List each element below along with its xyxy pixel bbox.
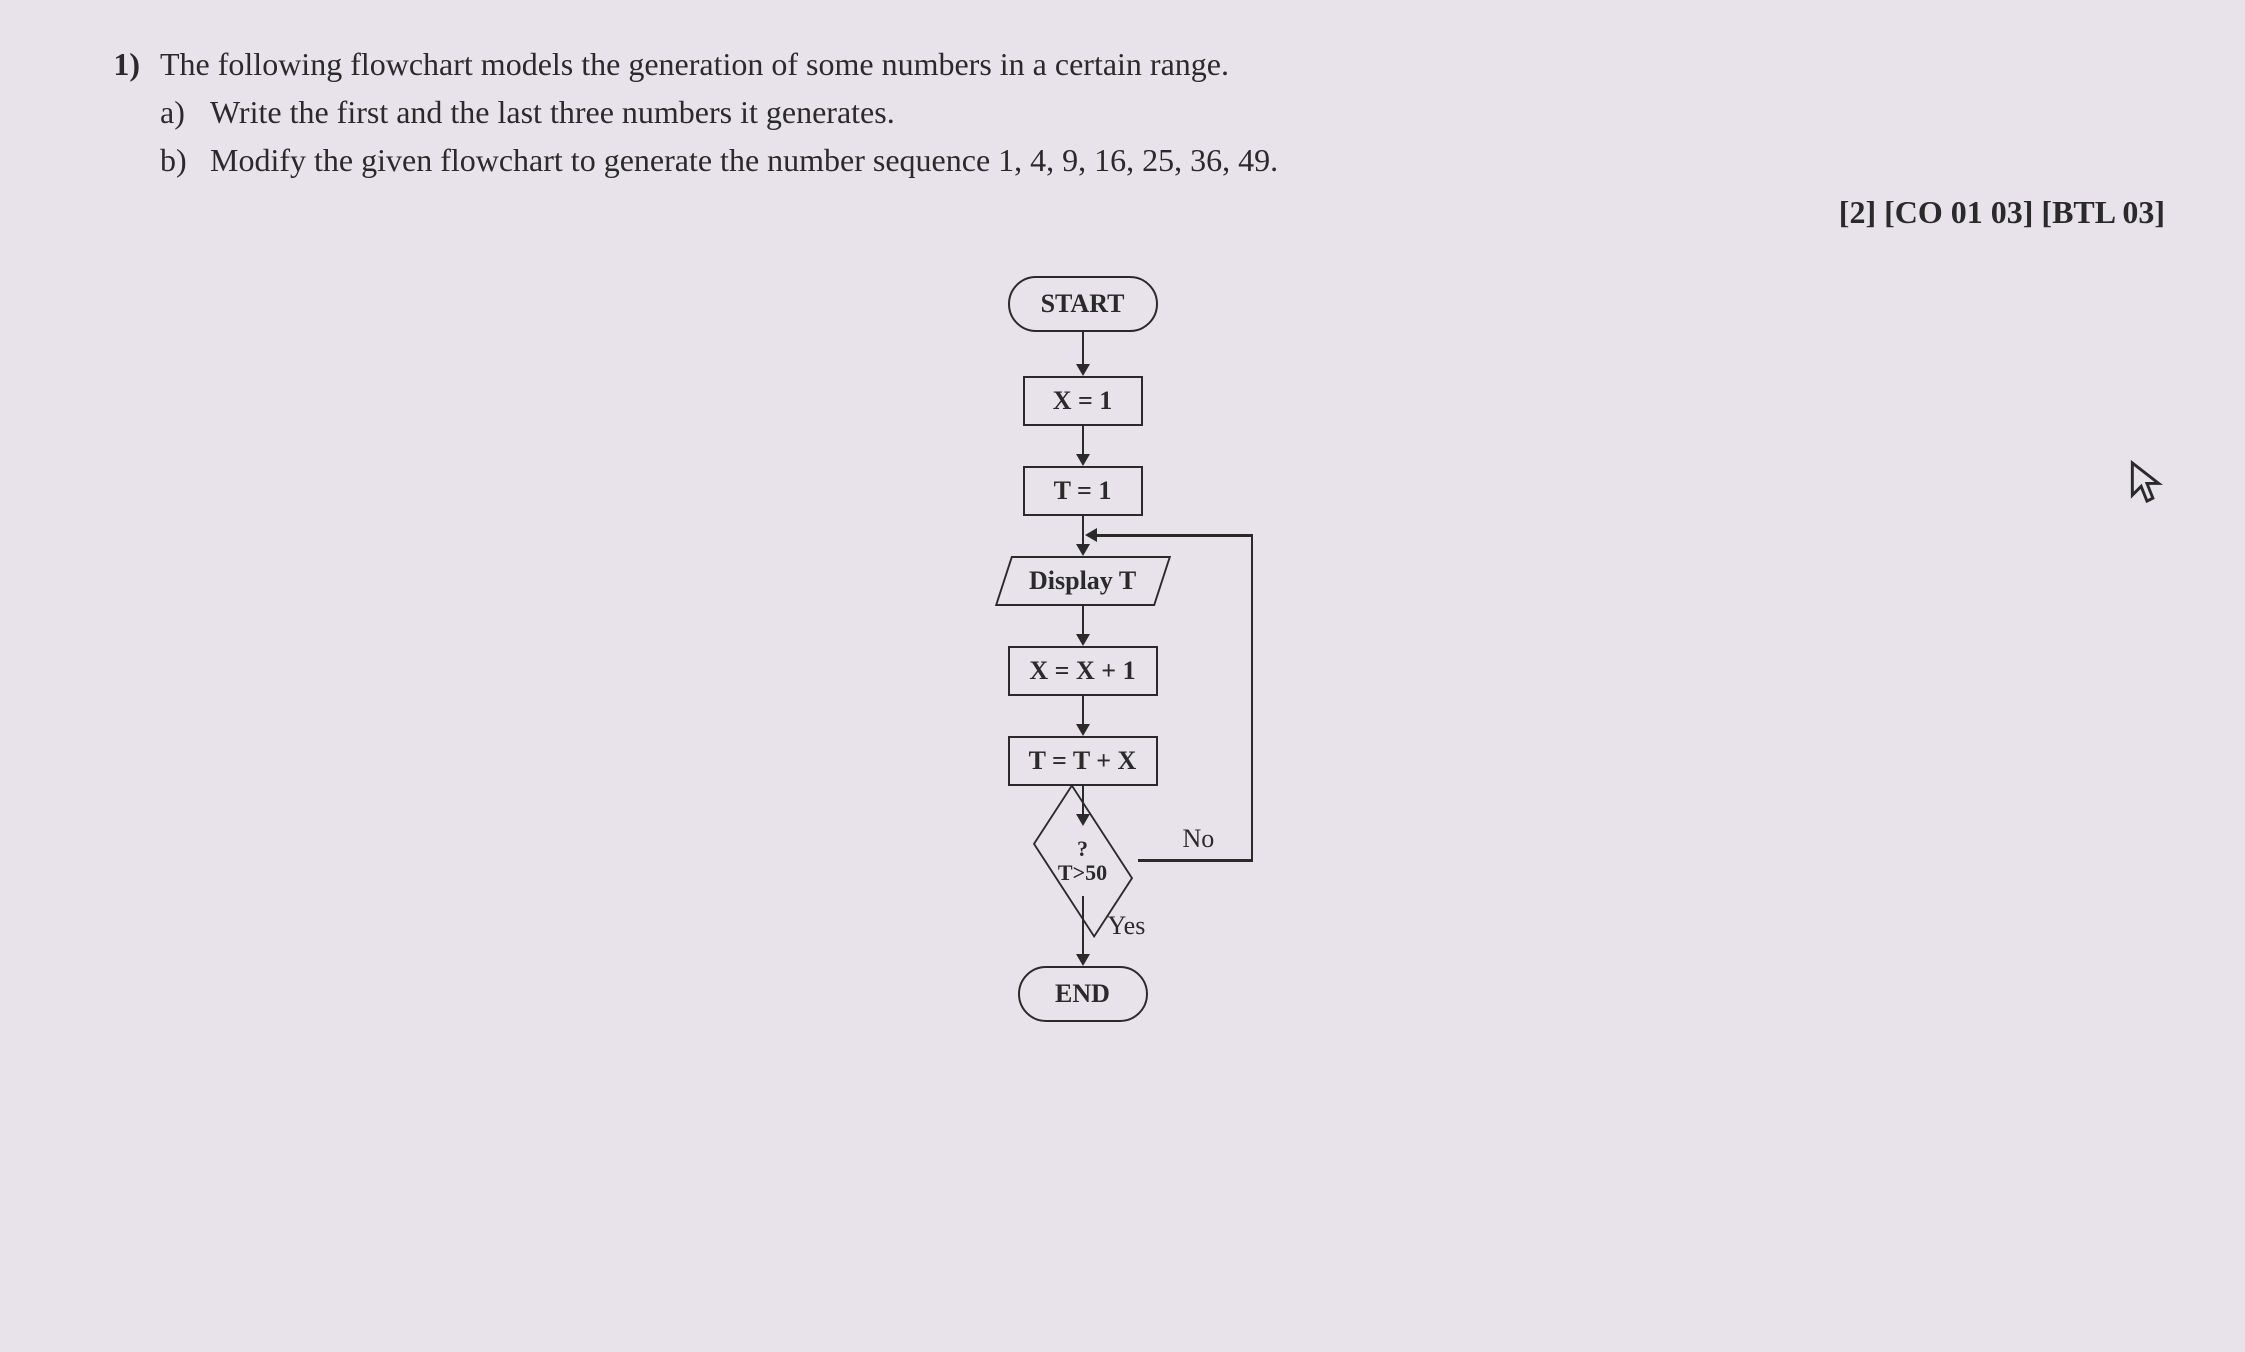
node-end-label: END <box>1055 979 1110 1009</box>
node-t-init: T = 1 <box>1023 466 1143 516</box>
part-label-a: a) <box>160 88 210 136</box>
node-display: Display T <box>994 556 1170 606</box>
node-x-init-label: X = 1 <box>1053 386 1113 416</box>
question-part-a: a) Write the first and the last three nu… <box>160 88 2185 136</box>
part-label-b: b) <box>160 136 210 184</box>
node-display-label: Display T <box>1029 566 1136 596</box>
node-t-update-label: T = T + X <box>1029 746 1137 776</box>
edge-dec-no-h2 <box>1097 534 1253 537</box>
edge-label-no: No <box>1183 824 1215 854</box>
arrowhead-icon <box>1076 454 1090 466</box>
part-text-a: Write the first and the last three numbe… <box>210 88 895 136</box>
edge-xinc-tupd <box>1082 696 1085 724</box>
node-end: END <box>1018 966 1148 1022</box>
node-t-update: T = T + X <box>1008 736 1158 786</box>
arrowhead-icon <box>1076 724 1090 736</box>
part-text-b: Modify the given flowchart to generate t… <box>210 136 1278 184</box>
arrowhead-icon <box>1076 634 1090 646</box>
cursor-icon <box>2129 460 2165 514</box>
edge-label-yes: Yes <box>1108 911 1146 941</box>
question-part-b: b) Modify the given flowchart to generat… <box>160 136 2185 184</box>
edge-dec-no-h1 <box>1138 859 1253 862</box>
arrowhead-icon <box>1085 528 1097 542</box>
edge-start-x1 <box>1082 332 1085 364</box>
node-t-init-label: T = 1 <box>1054 476 1112 506</box>
node-decision: ? T>50 <box>1028 826 1138 896</box>
node-start: START <box>1008 276 1158 332</box>
flowchart: START X = 1 T = 1 Display T X = X + 1 T … <box>913 276 1333 1036</box>
question-stem-row: 1) The following flowchart models the ge… <box>60 40 2185 88</box>
node-x-increment-label: X = X + 1 <box>1029 656 1135 686</box>
question-number: 1) <box>60 40 160 88</box>
edge-dec-no-v <box>1251 534 1254 861</box>
node-decision-label: ? T>50 <box>1028 826 1138 896</box>
arrowhead-icon <box>1076 364 1090 376</box>
question-block: 1) The following flowchart models the ge… <box>60 40 2185 236</box>
arrowhead-icon <box>1076 954 1090 966</box>
node-x-init: X = 1 <box>1023 376 1143 426</box>
question-meta: [2] [CO 01 03] [BTL 03] <box>60 188 2185 236</box>
node-x-increment: X = X + 1 <box>1008 646 1158 696</box>
edge-dec-end <box>1082 896 1085 954</box>
arrowhead-icon <box>1076 544 1090 556</box>
edge-disp-xinc <box>1082 606 1085 634</box>
edge-x1-t1 <box>1082 426 1085 454</box>
question-stem: The following flowchart models the gener… <box>160 40 2185 88</box>
node-start-label: START <box>1041 289 1125 319</box>
